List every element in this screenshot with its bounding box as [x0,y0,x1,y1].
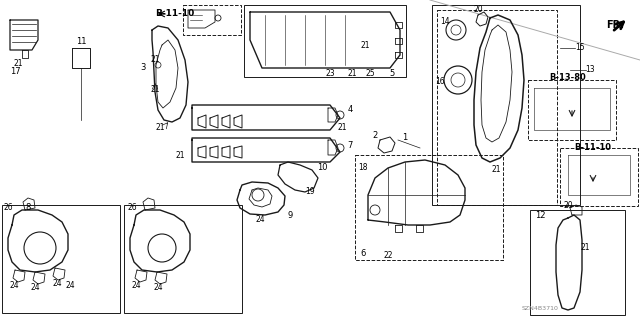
Text: 23: 23 [325,69,335,78]
Text: 21: 21 [580,243,589,253]
Text: 3: 3 [140,63,146,72]
Text: 20: 20 [563,201,573,210]
Text: 17: 17 [10,68,20,77]
Text: B-11-10: B-11-10 [575,144,611,152]
Text: 21: 21 [337,122,347,131]
Text: 8: 8 [25,204,30,212]
Text: 24: 24 [153,283,163,292]
Text: 19: 19 [305,188,315,197]
Text: 4: 4 [348,106,353,115]
Text: 24: 24 [131,280,141,290]
Text: 24: 24 [30,283,40,292]
Text: 11: 11 [76,38,86,47]
Text: 20: 20 [473,5,483,14]
Text: B-13-80: B-13-80 [550,73,586,83]
Text: 12: 12 [535,211,545,219]
Text: 18: 18 [358,164,368,173]
Bar [528,80,616,140]
Text: 24: 24 [65,280,75,290]
Text: 10: 10 [317,164,327,173]
Bar [355,155,503,260]
Text: 26: 26 [127,204,137,212]
Text: 25: 25 [365,69,375,78]
Text: 26: 26 [3,204,13,212]
Text: FR.: FR. [606,20,624,30]
Text: 21: 21 [348,69,356,78]
Text: 13: 13 [585,65,595,75]
Text: 21: 21 [156,123,164,132]
Text: 24: 24 [255,216,265,225]
Text: 9: 9 [287,211,292,219]
Text: 6: 6 [360,249,365,257]
Text: 21: 21 [175,151,185,160]
Text: SZN4B3710: SZN4B3710 [522,306,559,310]
Text: 21: 21 [150,56,160,64]
Text: 5: 5 [389,69,395,78]
Text: 21: 21 [492,166,500,174]
Bar [183,5,241,35]
Text: 14: 14 [440,18,450,26]
Text: 15: 15 [575,43,585,53]
Text: 1: 1 [403,132,408,142]
Bar [560,148,638,206]
Bar [530,210,625,315]
Bar [244,5,406,77]
Text: 24: 24 [9,280,19,290]
Bar [124,205,242,313]
Text: 2: 2 [372,131,378,140]
Text: 7: 7 [348,140,353,150]
Bar [437,10,557,205]
Text: 24: 24 [52,279,62,288]
Text: 16: 16 [435,78,445,86]
Bar [432,5,580,205]
Text: 21: 21 [150,85,160,94]
Text: B-11-10: B-11-10 [156,10,195,19]
Text: 22: 22 [383,250,393,259]
Bar [2,205,120,313]
Text: 21: 21 [13,58,23,68]
Text: 21: 21 [360,41,370,49]
